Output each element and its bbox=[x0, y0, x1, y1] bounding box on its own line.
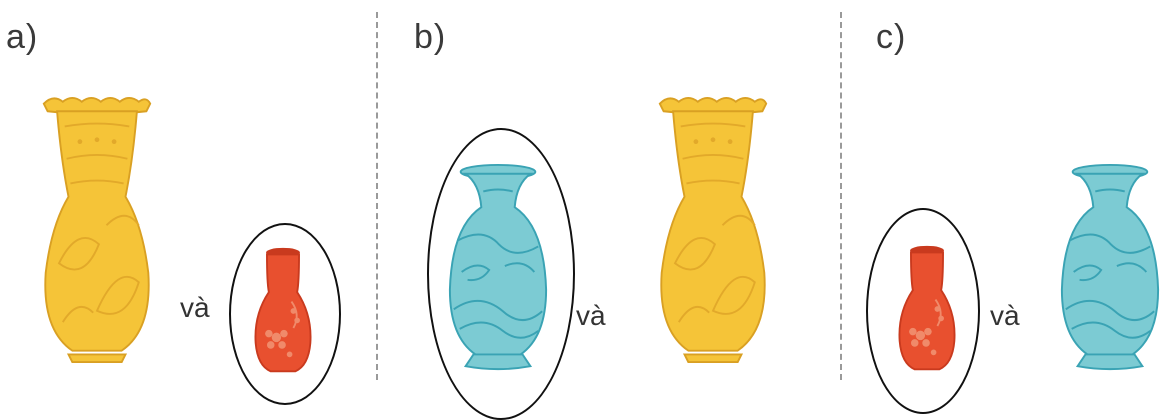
red-small-vase-icon bbox=[894, 242, 960, 376]
panel-a: a) và bbox=[0, 0, 376, 420]
blue-vase-icon bbox=[444, 162, 552, 378]
selection-ellipse-icon bbox=[427, 128, 575, 420]
blue-vase-icon bbox=[1056, 162, 1164, 378]
divider-line bbox=[376, 12, 378, 380]
panel-label-b: b) bbox=[414, 18, 447, 56]
panel-c: c) và bbox=[840, 0, 1169, 420]
panel-label-a: a) bbox=[6, 18, 39, 56]
red-small-vase-icon bbox=[250, 244, 316, 378]
selection-ellipse-icon bbox=[229, 223, 341, 405]
panel-b: b) và bbox=[376, 0, 840, 420]
yellow-tall-vase-icon bbox=[40, 86, 154, 374]
connector-word-b: và bbox=[576, 300, 606, 331]
yellow-tall-vase-icon bbox=[656, 86, 770, 374]
panel-label-c: c) bbox=[876, 18, 907, 56]
selection-ellipse-icon bbox=[866, 208, 980, 414]
connector-word-a: và bbox=[180, 292, 210, 323]
connector-word-c: và bbox=[990, 300, 1020, 331]
divider-line bbox=[840, 12, 842, 380]
